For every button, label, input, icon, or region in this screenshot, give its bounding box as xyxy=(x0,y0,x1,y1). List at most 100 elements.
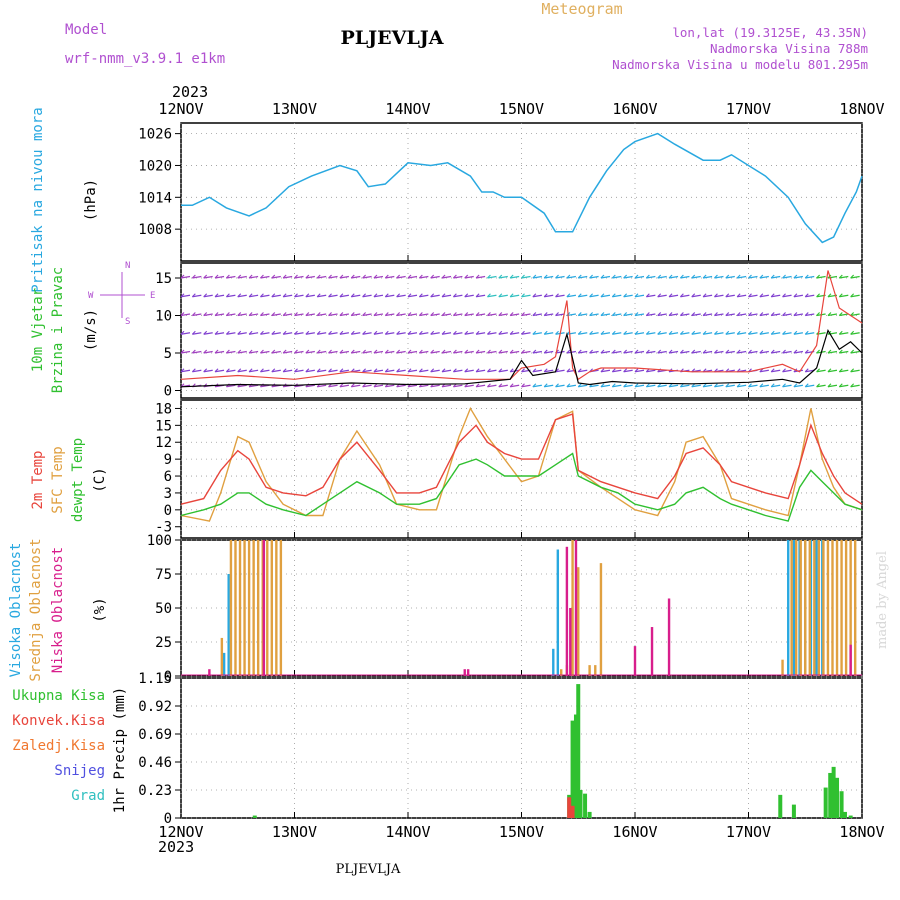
wind-arrow xyxy=(419,384,429,388)
wind-arrow-head xyxy=(521,293,525,298)
legend-total-rain: Ukupna Kisa xyxy=(12,688,105,704)
wind-arrow-head xyxy=(362,368,367,373)
wind-arrow xyxy=(555,275,565,279)
wind-arrow xyxy=(782,384,792,388)
wind-arrow xyxy=(521,275,531,279)
y-tick-label: 1020 xyxy=(138,158,172,174)
mid-cloud-bar xyxy=(247,540,251,676)
wind-arrow-head xyxy=(736,293,741,298)
precip-axis-label: 1hr Precip (mm) xyxy=(112,687,128,813)
wind-arrow xyxy=(805,313,815,317)
wind-arrow xyxy=(759,384,769,388)
wind-arrow xyxy=(430,384,440,388)
wind-arrow-head xyxy=(668,293,673,298)
wind-arrow xyxy=(782,332,792,335)
wind-arrow-head xyxy=(498,293,503,298)
wind-arrow xyxy=(385,369,395,373)
wind-arrow xyxy=(237,332,247,335)
wind-speed-line xyxy=(180,329,863,388)
wind-arrow xyxy=(839,369,849,373)
wind-arrow xyxy=(249,369,259,373)
wind-arrow xyxy=(305,332,315,335)
wind-arrow xyxy=(668,332,679,335)
wind-arrow-head xyxy=(452,312,457,316)
wind-arrow-head xyxy=(793,293,798,298)
wind-arrow-head xyxy=(191,312,196,316)
wind-arrow xyxy=(419,313,429,317)
x-tick-label-top: 14NOV xyxy=(385,100,430,118)
wind-arrow-head xyxy=(396,312,401,316)
wind-arrow-head xyxy=(804,330,809,335)
wind-arrow-head xyxy=(850,293,855,298)
wind-arrow xyxy=(578,275,588,279)
wind-arrow-head xyxy=(804,349,809,354)
wind-arrow xyxy=(578,313,588,317)
wind-arrow-head xyxy=(521,274,525,279)
x-tick-label-bottom: 13NOV xyxy=(272,823,317,841)
wind-arrow-head xyxy=(430,274,435,279)
wind-arrow-head xyxy=(770,349,775,354)
y-tick-label: 10 xyxy=(155,309,172,325)
wind-arrow-head xyxy=(487,293,491,298)
wind-arrow-head xyxy=(668,349,673,354)
wind-arrow xyxy=(339,384,349,388)
wind-arrow xyxy=(419,369,429,373)
wind-arrow xyxy=(544,275,554,279)
wind-arrow xyxy=(578,332,588,335)
wind-label-1: 10m Vjetar xyxy=(30,288,46,372)
wind-arrow xyxy=(759,294,769,298)
wind-arrow-head xyxy=(487,349,491,354)
wind-arrow-head xyxy=(770,293,775,298)
wind-arrow-head xyxy=(407,349,412,354)
wind-arrow-head xyxy=(770,383,775,388)
elevation-label: Nadmorska Visina 788m xyxy=(710,41,868,56)
wind-arrow xyxy=(612,384,622,388)
wind-arrow-head xyxy=(316,368,321,373)
wind-arrow xyxy=(691,275,701,279)
wind-arrow-head xyxy=(532,274,537,279)
wind-arrow xyxy=(589,313,599,317)
wind-arrow-head xyxy=(509,368,514,373)
wind-arrow-head xyxy=(645,349,650,354)
wind-arrow-head xyxy=(634,330,639,335)
wind-arrow xyxy=(226,332,236,335)
wind-arrow-head xyxy=(725,349,730,354)
wind-arrow xyxy=(521,294,531,298)
wind-arrow xyxy=(180,294,191,298)
wind-arrow xyxy=(362,332,372,335)
wind-arrow xyxy=(180,369,191,373)
wind-arrow-head xyxy=(225,274,230,279)
wind-arrow-head xyxy=(475,293,480,298)
wind-arrow-head xyxy=(532,368,537,373)
wind-arrow xyxy=(566,384,576,388)
wind-arrow-head xyxy=(521,368,525,373)
wind-arrow-head xyxy=(282,368,287,373)
wind-arrow-head xyxy=(452,274,457,279)
wind-arrow-head xyxy=(623,312,628,316)
wind-arrow xyxy=(680,384,690,388)
y-tick-label: 25 xyxy=(155,635,172,651)
wind-arrow-head xyxy=(214,330,219,335)
wind-arrow xyxy=(180,313,191,317)
wind-arrow-head xyxy=(237,274,242,279)
wind-arrow xyxy=(453,332,463,335)
cloud-unit: (%) xyxy=(92,597,108,622)
wind-arrow-head xyxy=(214,368,219,373)
mid-cloud-bar xyxy=(799,540,802,676)
wind-arrow-head xyxy=(362,349,367,354)
wind-arrow-head xyxy=(725,293,730,298)
wind-arrow-head xyxy=(350,293,355,298)
model-label: Model xyxy=(65,22,107,38)
wind-arrow-head xyxy=(770,274,775,279)
wind-arrow xyxy=(453,275,463,279)
wind-arrow-head xyxy=(702,312,707,316)
wind-arrow xyxy=(464,350,474,354)
wind-arrow xyxy=(214,369,225,373)
wind-arrow xyxy=(294,369,304,373)
low-cloud-bar xyxy=(565,546,569,676)
wind-arrow xyxy=(249,384,259,388)
wind-arrow-head xyxy=(362,274,367,279)
wind-arrow-head xyxy=(260,368,264,373)
wind-arrow-head xyxy=(793,330,798,335)
wind-arrow-head xyxy=(498,368,503,373)
